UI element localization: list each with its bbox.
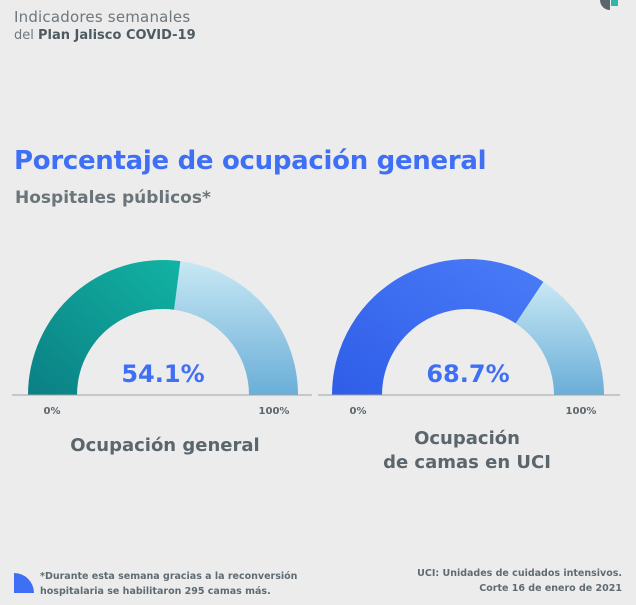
footnote-source: UCI: Unidades de cuidados intensivos. Cor… (362, 566, 622, 596)
header-plan-name: Plan Jalisco COVID-19 (38, 28, 196, 43)
gauge-uci-title-line1: Ocupación (414, 428, 520, 449)
gauge-general-value-arc (28, 260, 181, 395)
gauge-uci-title-line2: de camas en UCI (383, 452, 551, 473)
gauge-uci-value-label: 68.7% (426, 360, 509, 388)
header-title: Indicadores semanales (14, 8, 191, 26)
footnote-note-line1: *Durante esta semana gracias a la reconv… (40, 571, 298, 582)
footnote-source-line2: Corte 16 de enero de 2021 (479, 583, 622, 594)
brand-logo-icon (600, 0, 618, 10)
page-title: Porcentaje de ocupación general (14, 146, 487, 176)
gauge-general-remainder-arc (174, 261, 298, 395)
page-subtitle: Hospitales públicos* (15, 188, 211, 208)
gauge-uci-min-label: 0% (350, 406, 367, 417)
footnote-note-line2: hospitalaria se habilitaron 295 camas má… (40, 586, 271, 597)
footnote-source-line1: UCI: Unidades de cuidados intensivos. (417, 568, 622, 579)
header-subtitle: del Plan Jalisco COVID-19 (14, 28, 196, 43)
footnote-note: *Durante esta semana gracias a la reconv… (40, 569, 340, 599)
gauge-general-min-label: 0% (44, 406, 61, 417)
gauge-uci-title: Ocupación de camas en UCI (332, 427, 602, 475)
footnote-quarter-circle-icon (14, 573, 34, 593)
gauge-uci-max-label: 100% (566, 406, 597, 417)
gauge-general-title: Ocupación general (70, 435, 260, 456)
gauges-chart: 54.1% 0% 100% 68.7% 0% 100% (12, 259, 620, 417)
gauge-general-value-label: 54.1% (121, 360, 204, 388)
gauge-uci-value-arc (332, 259, 544, 395)
gauge-general-max-label: 100% (259, 406, 290, 417)
header-prefix: del (14, 28, 38, 43)
gauge-uci-remainder-arc (515, 281, 604, 395)
